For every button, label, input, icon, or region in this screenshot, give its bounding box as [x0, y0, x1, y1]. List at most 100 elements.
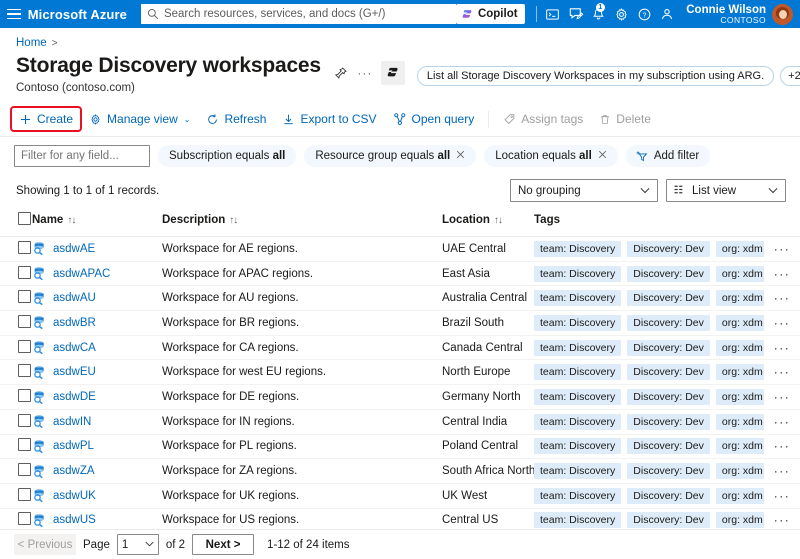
resource-name-link[interactable]: asdwAE — [53, 242, 96, 255]
column-header-location[interactable]: Location ↑↓ — [442, 208, 534, 238]
tag-chip[interactable]: org: xdm — [715, 339, 764, 356]
sort-arrows-icon[interactable]: ↑↓ — [67, 215, 76, 227]
copilot-button[interactable]: Copilot — [455, 4, 525, 24]
resource-name-link[interactable]: asdwPL — [53, 440, 94, 453]
directory-person-icon[interactable] — [655, 0, 678, 28]
user-account-menu[interactable]: Connie Wilson CONTOSO — [678, 3, 796, 25]
copilot-logo-icon[interactable] — [380, 61, 405, 85]
resource-name-link[interactable]: asdwUS — [53, 514, 96, 527]
table-row[interactable]: asdwUK Workspace for UK regions. UK West… — [0, 483, 800, 509]
tag-chip[interactable]: Discovery: Dev — [627, 463, 710, 480]
add-filter-button[interactable]: Add filter — [625, 145, 711, 168]
open-query-button[interactable]: Open query — [386, 108, 482, 130]
table-row[interactable]: asdwZA Workspace for ZA regions. South A… — [0, 458, 800, 484]
tag-chip[interactable]: team: Discovery — [534, 339, 622, 356]
row-context-menu-icon[interactable]: ··· — [773, 464, 791, 479]
tag-chip[interactable]: Discovery: Dev — [627, 487, 710, 504]
resource-name-link[interactable]: asdwAU — [53, 292, 96, 305]
tag-chip[interactable]: org: xdm — [715, 240, 764, 257]
table-row[interactable]: asdwEU Workspace for west EU regions. No… — [0, 359, 800, 386]
tag-chip[interactable]: team: Discovery — [534, 438, 622, 455]
row-context-menu-icon[interactable]: ··· — [773, 513, 791, 528]
filter-pill-subscription[interactable]: Subscription equals all — [158, 145, 297, 168]
tag-chip[interactable]: team: Discovery — [534, 265, 622, 282]
tag-chip[interactable]: org: xdm — [715, 438, 764, 455]
row-checkbox[interactable] — [18, 290, 31, 304]
tag-chip[interactable]: team: Discovery — [534, 413, 622, 430]
tag-chip[interactable]: org: xdm — [715, 314, 764, 331]
table-row[interactable]: asdwAPAC Workspace for APAC regions. Eas… — [0, 261, 800, 287]
row-context-menu-icon[interactable]: ··· — [773, 414, 791, 429]
tag-chip[interactable]: team: Discovery — [534, 364, 622, 381]
tag-chip[interactable]: org: xdm — [715, 389, 764, 406]
tag-chip[interactable]: team: Discovery — [534, 240, 622, 257]
table-row[interactable]: asdwBR Workspace for BR regions. Brazil … — [0, 310, 800, 336]
remove-filter-resource-group-icon[interactable] — [456, 150, 465, 162]
row-context-menu-icon[interactable]: ··· — [773, 340, 791, 355]
resource-name-link[interactable]: asdwCA — [53, 341, 96, 354]
resource-name-link[interactable]: asdwZA — [53, 465, 95, 478]
resource-name-link[interactable]: asdwAPAC — [53, 267, 111, 280]
help-question-icon[interactable]: ? — [633, 0, 656, 28]
tag-chip[interactable]: org: xdm — [715, 512, 764, 529]
manage-view-button[interactable]: Manage view ⌄ — [82, 108, 197, 130]
resource-name-link[interactable]: asdwUK — [53, 489, 96, 502]
row-checkbox[interactable] — [18, 438, 31, 452]
tag-chip[interactable]: Discovery: Dev — [627, 265, 710, 282]
tag-chip[interactable]: team: Discovery — [534, 389, 622, 406]
tag-chip[interactable]: org: xdm — [715, 290, 764, 307]
filter-pill-location[interactable]: Location equals all — [484, 145, 618, 168]
column-header-name[interactable]: Name ↑↓ — [32, 208, 162, 238]
tag-chip[interactable]: team: Discovery — [534, 463, 622, 480]
tag-chip[interactable]: org: xdm — [715, 463, 764, 480]
row-checkbox[interactable] — [18, 339, 31, 353]
row-checkbox[interactable] — [18, 240, 31, 254]
sort-arrows-icon[interactable]: ↑↓ — [493, 215, 503, 227]
select-all-checkbox[interactable] — [18, 212, 31, 226]
create-button[interactable]: Create — [9, 106, 83, 133]
tag-chip[interactable]: org: xdm — [715, 364, 764, 381]
copilot-suggestion-pill[interactable]: List all Storage Discovery Workspaces in… — [416, 66, 775, 86]
row-checkbox[interactable] — [18, 265, 31, 279]
column-header-description[interactable]: Description ↑↓ — [162, 208, 442, 238]
tag-chip[interactable]: Discovery: Dev — [627, 438, 710, 455]
grouping-select[interactable]: No grouping — [510, 179, 658, 203]
cloud-shell-icon[interactable] — [541, 0, 564, 28]
tag-chip[interactable]: Discovery: Dev — [627, 364, 710, 381]
column-header-tags[interactable]: Tags — [534, 208, 764, 238]
table-row[interactable]: asdwIN Workspace for IN regions. Central… — [0, 409, 800, 435]
avatar[interactable] — [772, 3, 794, 25]
row-checkbox[interactable] — [18, 314, 31, 328]
table-row[interactable]: asdwCA Workspace for CA regions. Canada … — [0, 335, 800, 361]
breadcrumb-item-home[interactable]: Home — [16, 37, 47, 49]
row-checkbox[interactable] — [18, 389, 31, 403]
row-checkbox[interactable] — [18, 512, 31, 526]
row-context-menu-icon[interactable]: ··· — [773, 315, 791, 330]
global-search-input[interactable]: Search resources, services, and docs (G+… — [140, 4, 456, 24]
hamburger-menu-icon[interactable] — [0, 0, 28, 28]
row-checkbox[interactable] — [18, 487, 31, 501]
page-number-select[interactable]: 1 — [116, 534, 159, 555]
tag-chip[interactable]: Discovery: Dev — [627, 339, 710, 356]
next-page-button[interactable]: Next > — [192, 534, 255, 555]
pin-icon[interactable] — [331, 63, 351, 83]
row-context-menu-icon[interactable]: ··· — [773, 488, 791, 503]
more-actions-icon[interactable]: ··· — [357, 66, 373, 80]
copilot-suggestion-more-pill[interactable]: +2 — [780, 66, 800, 86]
row-context-menu-icon[interactable]: ··· — [773, 439, 791, 454]
row-context-menu-icon[interactable]: ··· — [773, 266, 791, 281]
row-context-menu-icon[interactable]: ··· — [773, 365, 791, 380]
tag-chip[interactable]: team: Discovery — [534, 290, 622, 307]
table-row[interactable]: asdwPL Workspace for PL regions. Poland … — [0, 434, 800, 460]
remove-filter-location-icon[interactable] — [598, 150, 607, 162]
row-context-menu-icon[interactable]: ··· — [773, 291, 791, 306]
tag-chip[interactable]: Discovery: Dev — [627, 413, 710, 430]
tag-chip[interactable]: team: Discovery — [534, 512, 622, 529]
row-checkbox[interactable] — [18, 413, 31, 427]
export-to-csv-button[interactable]: Export to CSV — [275, 108, 383, 130]
resource-name-link[interactable]: asdwIN — [53, 415, 92, 428]
feedback-icon[interactable] — [564, 0, 587, 28]
sort-arrows-icon[interactable]: ↑↓ — [229, 215, 238, 227]
tag-chip[interactable]: Discovery: Dev — [627, 290, 710, 307]
tag-chip[interactable]: team: Discovery — [534, 487, 622, 504]
